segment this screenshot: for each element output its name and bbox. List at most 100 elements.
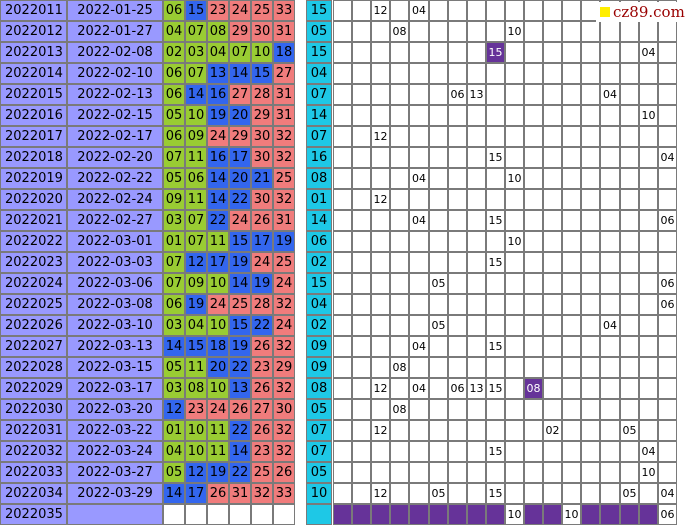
chart-cell <box>429 105 448 126</box>
chart-cell <box>639 21 658 42</box>
draw-date: 2022-02-15 <box>67 105 163 126</box>
chart-cell-value: 04 <box>600 84 620 105</box>
chart-cell <box>371 441 390 462</box>
red-ball-number: 07 <box>163 273 185 294</box>
chart-cell <box>371 462 390 483</box>
chart-cell <box>524 252 543 273</box>
chart-cell-value: 13 <box>467 84 486 105</box>
chart-cell <box>429 0 448 21</box>
chart-cell <box>371 210 390 231</box>
red-ball-number: 28 <box>251 84 273 105</box>
chart-cell <box>581 168 600 189</box>
draw-date: 2022-03-01 <box>67 231 163 252</box>
draw-date: 2022-02-08 <box>67 42 163 63</box>
chart-cell-value: 10 <box>639 105 658 126</box>
red-ball-number: 32 <box>251 483 273 504</box>
red-ball-number: 26 <box>251 378 273 399</box>
chart-cell-highlight: 15 <box>486 42 505 63</box>
chart-cell <box>562 147 581 168</box>
blue-ball-number: 07 <box>306 420 332 441</box>
chart-cell <box>524 357 543 378</box>
chart-cell <box>524 189 543 210</box>
chart-cell <box>600 63 620 84</box>
red-ball-number: 32 <box>273 294 295 315</box>
chart-cell <box>429 441 448 462</box>
chart-cell <box>600 147 620 168</box>
chart-cell <box>352 420 371 441</box>
chart-cell <box>620 378 639 399</box>
chart-cell <box>600 126 620 147</box>
issue-number: 2022031 <box>0 420 67 441</box>
chart-cell <box>543 231 562 252</box>
chart-cell <box>486 105 505 126</box>
red-ball-number: 07 <box>163 147 185 168</box>
red-ball-number: 22 <box>229 420 251 441</box>
issue-number: 2022027 <box>0 336 67 357</box>
chart-cell <box>639 336 658 357</box>
red-ball-number: 14 <box>207 189 229 210</box>
logo-text: cz89.com <box>613 3 685 21</box>
chart-cell <box>581 441 600 462</box>
chart-cell <box>600 189 620 210</box>
chart-cell <box>390 126 409 147</box>
chart-cell-value: 08 <box>390 357 409 378</box>
chart-cell-filled <box>600 504 620 525</box>
red-ball-number: 01 <box>163 231 185 252</box>
chart-cell <box>486 420 505 441</box>
chart-cell <box>639 378 658 399</box>
chart-cell <box>543 252 562 273</box>
chart-cell <box>429 126 448 147</box>
chart-cell <box>409 189 429 210</box>
chart-cell <box>333 315 352 336</box>
chart-cell <box>524 336 543 357</box>
chart-cell <box>639 63 658 84</box>
red-ball-number: 11 <box>207 231 229 252</box>
issue-number: 2022032 <box>0 441 67 462</box>
chart-cell <box>429 252 448 273</box>
chart-cell <box>467 21 486 42</box>
chart-cell <box>562 294 581 315</box>
red-ball-number: 20 <box>207 357 229 378</box>
red-ball-number: 31 <box>273 105 295 126</box>
chart-cell <box>505 399 524 420</box>
red-ball-number: 06 <box>185 168 207 189</box>
red-ball-number: 04 <box>163 441 185 462</box>
chart-cell <box>429 63 448 84</box>
chart-cell <box>524 483 543 504</box>
chart-cell-filled <box>524 504 543 525</box>
chart-cell <box>600 252 620 273</box>
chart-cell <box>639 273 658 294</box>
red-ball-number: 06 <box>163 63 185 84</box>
chart-cell-value: 04 <box>658 483 677 504</box>
chart-cell <box>390 210 409 231</box>
issue-number: 2022016 <box>0 105 67 126</box>
chart-cell-highlight: 08 <box>524 378 543 399</box>
chart-cell <box>639 357 658 378</box>
chart-cell <box>333 294 352 315</box>
chart-cell <box>524 399 543 420</box>
draw-date: 2022-02-22 <box>67 168 163 189</box>
chart-cell <box>658 105 677 126</box>
site-logo[interactable]: cz89.com <box>596 2 700 22</box>
chart-cell <box>390 483 409 504</box>
red-ball-number: 31 <box>229 483 251 504</box>
red-ball-number: 19 <box>207 105 229 126</box>
chart-cell <box>429 210 448 231</box>
chart-cell <box>333 357 352 378</box>
chart-cell <box>505 252 524 273</box>
red-ball-number: 07 <box>185 21 207 42</box>
red-ball-number: 09 <box>185 126 207 147</box>
chart-cell <box>486 189 505 210</box>
chart-cell <box>371 105 390 126</box>
red-ball-number: 10 <box>185 105 207 126</box>
chart-cell <box>333 378 352 399</box>
red-ball-number: 14 <box>163 483 185 504</box>
chart-cell <box>352 231 371 252</box>
chart-cell <box>562 105 581 126</box>
chart-cell <box>467 357 486 378</box>
draw-date: 2022-02-17 <box>67 126 163 147</box>
chart-cell <box>562 252 581 273</box>
chart-cell-value: 05 <box>429 315 448 336</box>
chart-cell <box>543 336 562 357</box>
chart-cell <box>620 168 639 189</box>
